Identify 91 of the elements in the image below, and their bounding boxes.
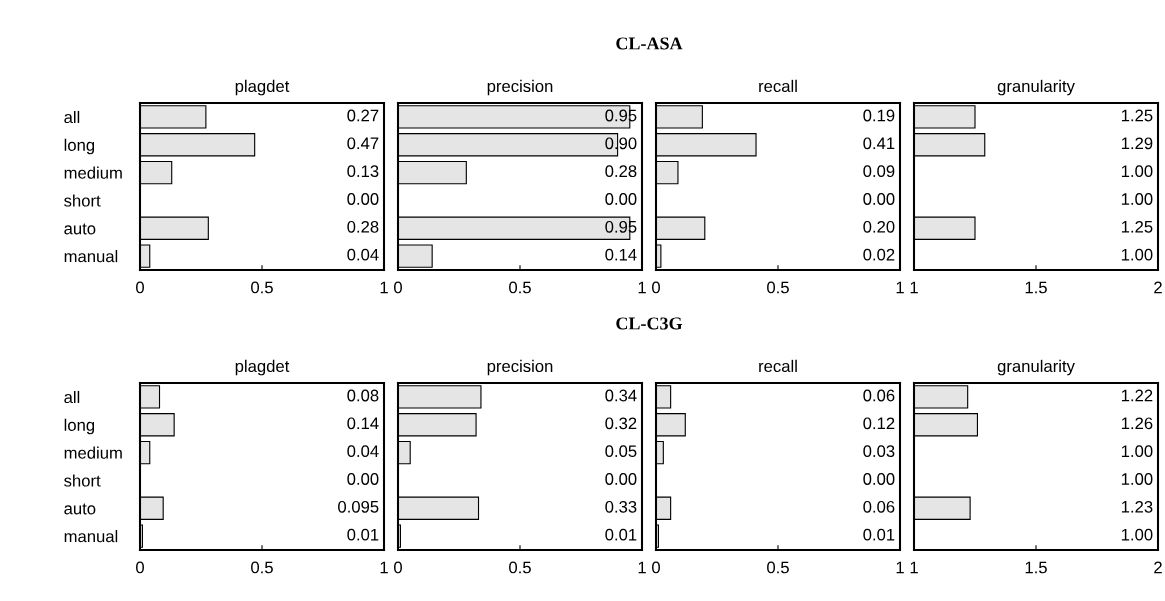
x-tick-label: 2 (1154, 281, 1162, 294)
x-tick-label: 1.5 (1025, 561, 1047, 574)
chart-title: recall (759, 359, 797, 373)
x-tick-label: 2 (1154, 561, 1162, 574)
x-tick-label: 1.5 (1025, 281, 1047, 294)
data-label: 1.00 (1121, 193, 1153, 205)
x-tick-label: 1 (910, 281, 918, 294)
data-label: 0.09 (863, 165, 895, 178)
data-label: 0.03 (863, 445, 895, 458)
x-tick-label: 0 (136, 281, 144, 294)
data-label: 0.19 (863, 109, 895, 122)
y-tick-label: auto (64, 223, 96, 235)
x-tick-label: 1 (638, 561, 646, 574)
data-label: 0.28 (347, 220, 379, 233)
y-tick-label: manual (64, 250, 118, 263)
chart-title: recall (759, 79, 797, 93)
data-label: 1.00 (1121, 445, 1153, 458)
x-tick-label: 0 (652, 281, 660, 294)
chart-title: plagdet (235, 79, 290, 96)
chart-title: plagdet (235, 359, 290, 376)
x-tick-label: 0.5 (509, 281, 531, 294)
x-tick-label: 0 (394, 561, 402, 574)
data-label: 0.34 (605, 389, 637, 402)
text: CL-ASA (616, 37, 683, 50)
data-label: 1.00 (1121, 528, 1153, 541)
y-tick-label: all (64, 110, 80, 124)
y-tick-label: auto (64, 503, 96, 515)
data-label: 0.12 (863, 417, 895, 430)
data-label: 0.095 (338, 500, 379, 513)
y-tick-label: long (64, 138, 95, 155)
y-tick-label: medium (64, 446, 122, 459)
x-tick-label: 0 (652, 561, 660, 574)
chart-title: precision (487, 79, 553, 96)
text: CL-C3G (616, 317, 683, 330)
x-tick-label: 0 (136, 561, 144, 574)
x-tick-label: 0 (394, 281, 402, 294)
data-label: 0.01 (863, 528, 895, 541)
x-tick-label: 0.5 (509, 561, 531, 574)
x-tick-label: 1 (896, 561, 904, 574)
data-label: 0.04 (347, 445, 379, 458)
y-tick-label: all (64, 390, 80, 404)
data-label: 0.33 (605, 500, 637, 513)
data-label: 0.13 (347, 165, 379, 178)
data-label: 0.28 (605, 165, 637, 178)
x-tick-label: 0.5 (767, 561, 789, 574)
x-tick-label: 0.5 (251, 561, 273, 574)
y-tick-label: long (64, 418, 95, 435)
x-tick-label: 1 (380, 561, 388, 574)
data-label: 0.20 (863, 220, 895, 233)
y-tick-label: short (64, 194, 101, 207)
data-label: 0.00 (863, 473, 895, 485)
data-label: 1.00 (1121, 248, 1153, 261)
data-label: 1.25 (1121, 220, 1153, 233)
chart-title: precision (487, 359, 553, 376)
data-label: 0.14 (347, 417, 379, 430)
data-label: 0.06 (863, 500, 895, 513)
data-label: 0.14 (605, 248, 637, 261)
data-label: 1.29 (1121, 137, 1153, 150)
data-label: 0.08 (347, 389, 379, 402)
x-tick-label: 1 (638, 281, 646, 294)
data-label: 0.02 (863, 248, 895, 261)
data-label: 0.05 (605, 445, 637, 458)
data-label: 0.06 (863, 389, 895, 402)
data-label: 0.01 (347, 528, 379, 541)
y-tick-label: short (64, 474, 101, 487)
data-label: 0.00 (863, 193, 895, 205)
data-label: 0.27 (347, 109, 379, 122)
data-label: 0.04 (347, 248, 379, 261)
chart-title: granularity (997, 79, 1075, 96)
data-label: 0.41 (863, 137, 895, 150)
x-tick-label: 1 (910, 561, 918, 574)
data-label: 0.00 (605, 193, 637, 205)
data-label: 1.26 (1121, 417, 1153, 430)
chart-title: granularity (997, 359, 1075, 376)
data-label: 1.22 (1121, 389, 1153, 402)
x-tick-label: 0.5 (767, 281, 789, 294)
data-label: 1.00 (1121, 473, 1153, 485)
data-label: 0.47 (347, 137, 379, 150)
y-tick-label: medium (64, 166, 122, 179)
x-tick-label: 0.5 (251, 281, 273, 294)
data-label: 0.32 (605, 417, 637, 430)
x-tick-label: 1 (380, 281, 388, 294)
data-label: 1.00 (1121, 165, 1153, 178)
data-label: 0.01 (605, 528, 637, 541)
data-label: 0.00 (347, 193, 379, 205)
data-label: 0.00 (605, 473, 637, 485)
data-label: 0.00 (347, 473, 379, 485)
data-label: 1.25 (1121, 109, 1153, 122)
y-tick-label: manual (64, 530, 118, 543)
x-tick-label: 1 (896, 281, 904, 294)
data-label: 1.23 (1121, 500, 1153, 513)
